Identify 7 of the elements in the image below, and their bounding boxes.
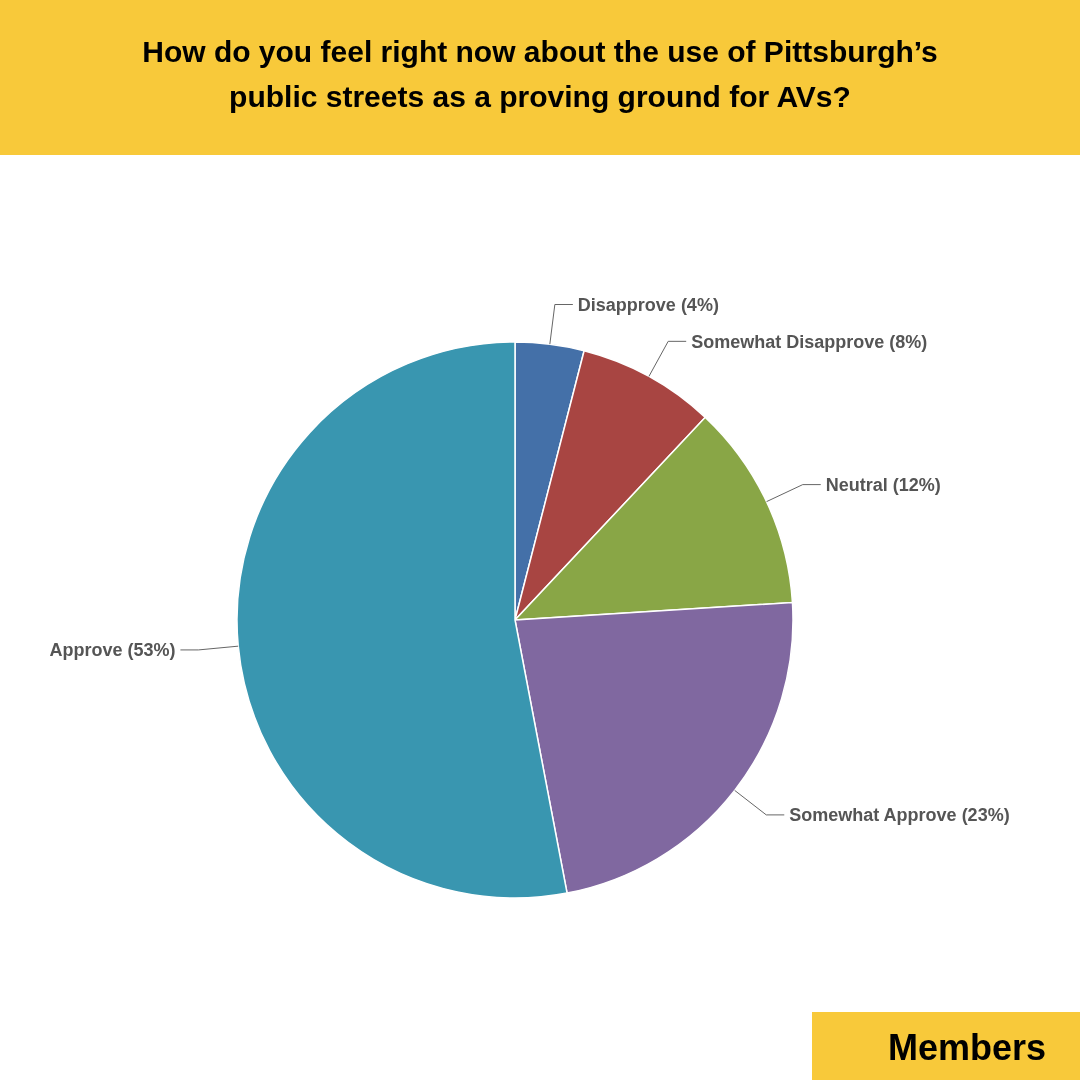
slice-label: Somewhat Disapprove (8%) [691, 331, 928, 352]
slice-label: Disapprove (4%) [577, 294, 719, 315]
slice-label: Approve (53%) [49, 640, 176, 661]
text: Members [887, 1027, 1046, 1068]
slice-label: Somewhat Approve (23%) [789, 805, 1010, 826]
chart-title: How do you feel right now about the use of Pittsburgh’s public streets as a proving ground for AVs? [142, 35, 938, 113]
slice-label: Neutral (12%) [825, 474, 941, 495]
